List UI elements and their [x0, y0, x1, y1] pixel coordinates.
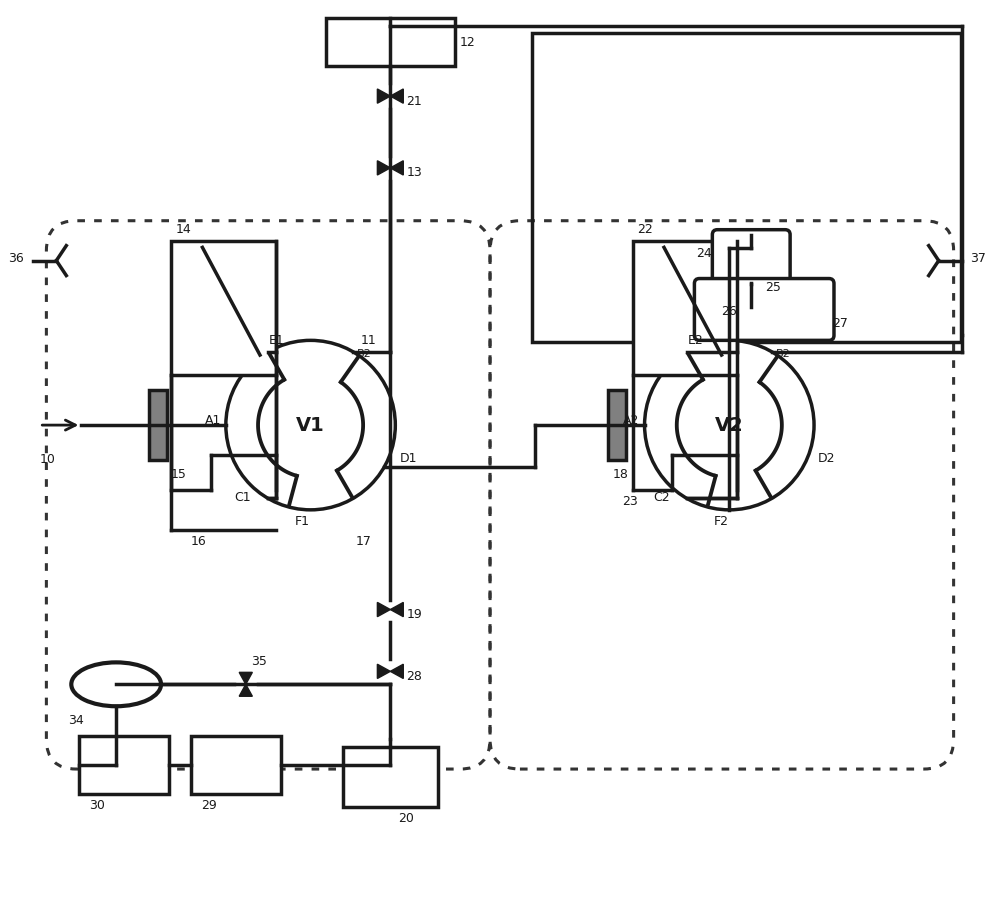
Text: 19: 19	[406, 608, 422, 621]
Text: 10: 10	[39, 453, 55, 466]
Text: 21: 21	[406, 94, 422, 108]
Text: A2: A2	[623, 414, 640, 426]
Text: A1: A1	[204, 414, 221, 426]
Bar	[343, 748, 438, 807]
Polygon shape	[377, 89, 390, 103]
Text: 18: 18	[613, 468, 629, 481]
Bar	[326, 18, 455, 66]
Bar	[191, 737, 281, 794]
Polygon shape	[377, 161, 390, 175]
Circle shape	[226, 340, 395, 510]
Polygon shape	[239, 673, 252, 684]
Polygon shape	[751, 289, 763, 302]
Polygon shape	[377, 664, 390, 679]
Bar	[532, 33, 961, 342]
Text: D1: D1	[399, 453, 417, 466]
Text: E2: E2	[688, 334, 703, 347]
Polygon shape	[377, 602, 390, 617]
Polygon shape	[390, 161, 403, 175]
Text: F2: F2	[713, 515, 728, 528]
Polygon shape	[739, 289, 751, 302]
Text: F1: F1	[295, 515, 310, 528]
Text: 28: 28	[406, 670, 422, 683]
Polygon shape	[390, 664, 403, 679]
FancyBboxPatch shape	[712, 230, 790, 287]
Text: 16: 16	[191, 534, 207, 548]
Text: 36: 36	[8, 253, 23, 265]
Text: 26: 26	[722, 306, 737, 318]
Text: 15: 15	[171, 468, 187, 481]
Text: 34: 34	[68, 715, 84, 727]
Polygon shape	[390, 602, 403, 617]
Bar	[608, 390, 626, 460]
Text: 23: 23	[622, 495, 637, 508]
Text: 27: 27	[832, 318, 848, 330]
Text: V2: V2	[715, 415, 744, 435]
Text: 12: 12	[460, 36, 476, 48]
Bar	[149, 390, 167, 460]
Text: 17: 17	[355, 534, 371, 548]
Text: 13: 13	[406, 167, 422, 179]
Polygon shape	[390, 89, 403, 103]
Text: 11: 11	[361, 334, 377, 347]
Polygon shape	[239, 684, 252, 696]
Text: 25: 25	[765, 281, 781, 294]
Text: 29: 29	[201, 799, 217, 812]
Text: E1: E1	[269, 334, 285, 347]
Bar	[633, 241, 737, 375]
Text: 30: 30	[89, 799, 105, 812]
Text: 24: 24	[697, 247, 712, 260]
Text: 37: 37	[971, 253, 986, 265]
Text: C2: C2	[653, 491, 670, 504]
Ellipse shape	[71, 662, 161, 706]
FancyBboxPatch shape	[694, 278, 834, 340]
Text: C1: C1	[235, 491, 251, 504]
Text: B2: B2	[776, 349, 791, 359]
Text: 20: 20	[398, 812, 414, 825]
Text: D2: D2	[818, 453, 836, 466]
Text: 22: 22	[638, 222, 653, 236]
Text: B2: B2	[357, 349, 372, 359]
Text: 35: 35	[251, 655, 267, 668]
Bar	[171, 241, 276, 375]
Bar	[79, 737, 169, 794]
Circle shape	[645, 340, 814, 510]
Text: V1: V1	[296, 415, 325, 435]
Text: 14: 14	[176, 222, 192, 236]
